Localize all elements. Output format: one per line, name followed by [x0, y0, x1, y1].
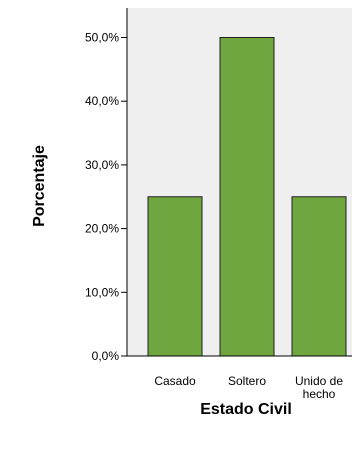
- x-axis-title: Estado Civil: [200, 401, 292, 418]
- bar: [219, 37, 275, 357]
- y-tick-label: 50,0%: [85, 31, 119, 45]
- x-category-labels: Casado Soltero Unido de hecho: [154, 374, 343, 401]
- bars-group: [147, 37, 347, 357]
- bar: [291, 196, 347, 357]
- y-ticks-group: 0,0% 10,0% 20,0% 30,0% 40,0% 50,0%: [85, 31, 127, 363]
- y-tick-label: 20,0%: [85, 222, 119, 236]
- bar: [147, 196, 203, 357]
- y-tick-label: 10,0%: [85, 285, 119, 299]
- y-tick-label: 30,0%: [85, 158, 119, 172]
- y-tick-label: 40,0%: [85, 94, 119, 108]
- x-category-label: Casado: [154, 374, 196, 388]
- y-tick-label: 0,0%: [92, 349, 120, 363]
- x-category-label: Unido de hecho: [295, 374, 343, 401]
- x-category-label: Soltero: [228, 374, 266, 388]
- y-axis-title: Porcentaje: [31, 145, 48, 227]
